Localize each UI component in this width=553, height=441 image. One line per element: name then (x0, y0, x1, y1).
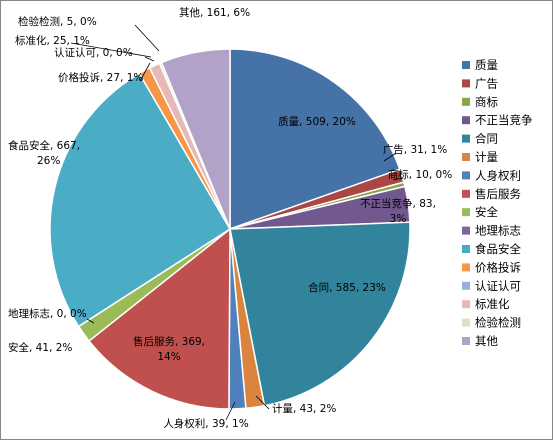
legend-swatch (462, 97, 470, 106)
pie-slice-16 (160, 48, 231, 230)
legend-swatch (462, 61, 470, 69)
data-label: 认证认可, 0, 0% (54, 46, 133, 59)
legend-swatch (462, 134, 470, 143)
leader-line (139, 62, 151, 82)
legend-label: 人身权利 (475, 168, 521, 182)
leader-line (255, 395, 270, 410)
leader-lines (70, 24, 404, 421)
data-label: 检验检测, 5, 0% (18, 15, 97, 28)
legend-swatch (462, 153, 470, 161)
leader-line (383, 152, 397, 162)
legend-label: 标准化 (475, 297, 510, 311)
data-label: 人身权利, 39, 1% (163, 417, 248, 430)
legend-label: 检验检测 (475, 316, 521, 330)
legend-label: 其他 (475, 334, 498, 348)
leader-line (392, 177, 404, 181)
data-label: 计量, 43, 2% (272, 402, 336, 415)
legend-label: 计量 (475, 150, 498, 164)
legend-swatch (462, 245, 470, 253)
legend-label: 不正当竞争 (475, 113, 533, 127)
data-label: 广告, 31, 1% (383, 143, 447, 156)
legend-swatch (462, 189, 470, 198)
leader-line (70, 42, 152, 58)
legend-swatch (462, 226, 470, 235)
pie-slice-8 (88, 227, 231, 410)
pie-slices (49, 48, 411, 410)
leader-line (134, 24, 160, 52)
legend-label: 商标 (475, 95, 498, 109)
data-label: 地理标志, 0, 0% (8, 307, 87, 320)
legend-label: 地理标志 (475, 224, 521, 238)
legend-swatch (462, 263, 470, 272)
data-label: 食品安全, 667, 26% (8, 139, 80, 167)
legend-swatch (462, 300, 470, 309)
data-label: 合同, 585, 23% (308, 281, 386, 294)
legend-label: 认证认可 (475, 279, 521, 293)
legend-swatch (462, 116, 470, 125)
legend-label: 安全 (475, 205, 498, 219)
legend-swatch (462, 337, 470, 345)
pie-slice-5 (229, 221, 411, 407)
legend-swatch (462, 281, 470, 290)
pie-slice-11 (49, 72, 232, 328)
legend-swatch (462, 208, 470, 217)
legend: 质量广告商标不正当竞争合同计量人身权利售后服务安全地理标志食品安全价格投诉认证认… (462, 58, 533, 348)
legend-label: 质量 (475, 58, 498, 72)
legend-label: 食品安全 (475, 242, 521, 256)
data-label: 其他, 161, 6% (179, 6, 250, 19)
data-labels: 质量, 509, 20% 广告, 31, 1% 商标, 10, 0% 不正当竞争, 8… (8, 6, 452, 430)
leader-line (225, 401, 236, 421)
leader-line (86, 318, 95, 324)
legend-label: 售后服务 (475, 187, 521, 201)
legend-label: 广告 (475, 76, 498, 90)
legend-swatch (462, 171, 470, 180)
leader-line (144, 56, 155, 62)
data-label: 质量, 509, 20% (278, 116, 356, 128)
data-label: 标准化, 25, 1% (15, 34, 90, 47)
legend-swatch (462, 79, 470, 88)
legend-label: 价格投诉 (475, 260, 521, 274)
data-label: 安全, 41, 2% (8, 341, 72, 354)
legend-swatch (462, 318, 470, 327)
data-label: 售后服务, 369, 14% (133, 335, 205, 363)
data-label: 价格投诉, 27, 1% (58, 71, 143, 84)
data-label: 不正当竞争, 83, 3% (360, 197, 436, 225)
data-label: 商标, 10, 0% (388, 168, 452, 181)
legend-label: 合同 (475, 132, 498, 146)
